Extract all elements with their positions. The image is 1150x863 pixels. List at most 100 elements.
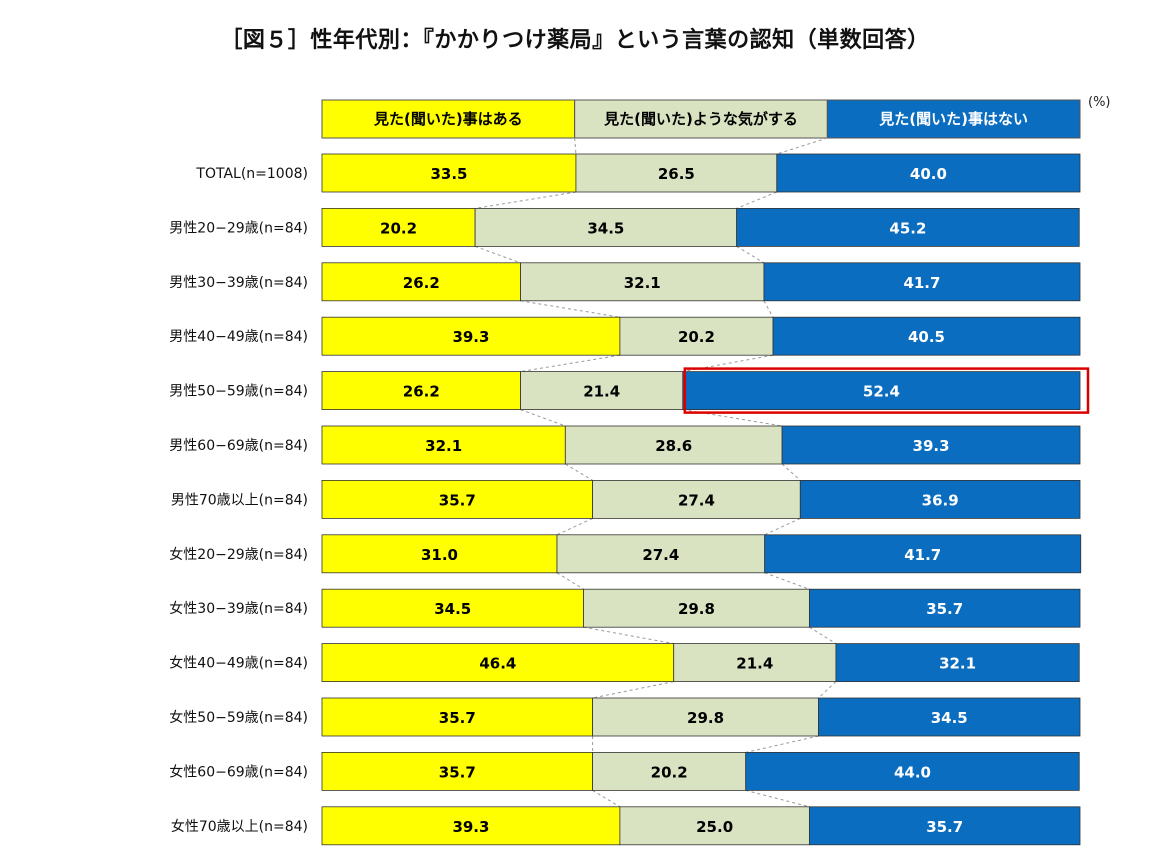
- connector-line: [763, 300, 774, 318]
- connector-line: [776, 137, 828, 155]
- data-label-s1: 39.3: [452, 818, 489, 836]
- data-label-s1: 26.2: [403, 383, 440, 401]
- data-label-s2: 25.0: [696, 818, 733, 836]
- data-label-s3: 45.2: [889, 219, 926, 237]
- connector-line: [556, 517, 593, 536]
- data-label-s1: 33.5: [430, 165, 467, 183]
- category-label: 男性50−59歳(n=84): [169, 384, 308, 400]
- bar-segment-s3: [736, 207, 1080, 247]
- connector-line: [565, 463, 593, 481]
- connector-line: [809, 626, 837, 645]
- connector-line: [475, 191, 577, 209]
- connector-line: [574, 137, 577, 155]
- category-label: 男性30−39歳(n=84): [169, 275, 308, 291]
- data-label-s2: 21.4: [583, 383, 620, 401]
- bar-segment-s1: [321, 534, 558, 574]
- connector-line: [736, 245, 765, 264]
- bar-segment-s2: [619, 316, 774, 356]
- category-label: 男性20−29歳(n=84): [169, 220, 308, 236]
- connector-line: [764, 572, 810, 590]
- data-label-s1: 20.2: [380, 219, 417, 237]
- data-label-s3: 40.0: [910, 165, 947, 183]
- category-label: TOTAL(n=1008): [195, 166, 308, 182]
- data-label-s2: 28.6: [655, 437, 692, 455]
- data-label-s1: 32.1: [425, 437, 462, 455]
- data-label-s1: 31.0: [421, 546, 458, 564]
- data-label-s3: 32.1: [939, 655, 976, 673]
- data-label-s2: 21.4: [736, 655, 773, 673]
- bar-segment-s2: [575, 153, 778, 193]
- bar-segment-s3: [682, 371, 1081, 411]
- bar-segment-s1: [321, 643, 675, 682]
- unit-label: (%): [1088, 95, 1111, 110]
- legend-box-3: [826, 99, 1081, 139]
- bar-segment-s2: [592, 752, 747, 791]
- bar-segment-s2: [556, 534, 766, 574]
- category-label: 男性40−49歳(n=84): [169, 329, 308, 345]
- data-label-s3: 39.3: [913, 437, 950, 455]
- connector-line: [745, 735, 819, 753]
- connector-line: [682, 409, 783, 427]
- connector-line: [745, 789, 810, 808]
- data-label-s1: 26.2: [403, 274, 440, 292]
- connector-line: [556, 572, 584, 590]
- bar-segment-s2: [583, 588, 810, 628]
- data-label-s1: 35.7: [439, 763, 476, 781]
- bar-segment-s1: [321, 153, 577, 193]
- legend-label-2: 見た(聞いた)ような気がする: [603, 110, 798, 128]
- category-label: 女性70歳以上(n=84): [171, 818, 308, 835]
- bar-segment-s2: [520, 371, 684, 411]
- data-label-s1: 46.4: [479, 655, 516, 673]
- bar-segment-s2: [592, 697, 819, 737]
- data-label-s3: 35.7: [926, 818, 963, 836]
- data-label-s1: 35.7: [439, 709, 476, 727]
- bar-segment-s3: [781, 425, 1081, 465]
- connector-line: [781, 463, 801, 481]
- data-label-s2: 20.2: [651, 763, 688, 781]
- connector-line: [592, 789, 621, 808]
- bar-segment-s2: [474, 207, 738, 247]
- connector-line: [520, 300, 620, 318]
- data-label-s2: 26.5: [658, 165, 695, 183]
- bar-segment-s2: [520, 262, 765, 302]
- data-label-s3: 36.9: [922, 491, 959, 509]
- chart-title: ［図５］性年代別：『かかりつけ薬局』という言葉の認知（単数回答）: [220, 28, 930, 53]
- connector-line: [764, 517, 801, 536]
- connector-line: [592, 681, 674, 699]
- bar-segment-s1: [321, 806, 621, 846]
- category-label: 男性70歳以上(n=84): [171, 492, 308, 508]
- category-label: 女性60−69歳(n=84): [169, 763, 308, 780]
- data-label-s3: 52.4: [863, 383, 900, 401]
- bar-segment-s3: [835, 643, 1080, 682]
- category-label: 女性50−59歳(n=84): [169, 709, 308, 726]
- category-label: 男性60−69歳(n=84): [169, 438, 308, 454]
- legend-box-1: [321, 99, 576, 139]
- data-label-s3: 44.0: [894, 763, 931, 781]
- data-label-s2: 29.8: [678, 600, 715, 618]
- bar-segment-s3: [776, 153, 1081, 193]
- connector-line: [474, 245, 521, 264]
- data-label-s3: 41.7: [903, 274, 940, 292]
- bar-segment-s3: [763, 262, 1081, 302]
- connector-line: [583, 626, 674, 645]
- data-label-s2: 34.5: [587, 219, 624, 237]
- data-label-s3: 34.5: [931, 709, 968, 727]
- connector-line: [736, 191, 777, 209]
- legend-label-1: 見た(聞いた)事はある: [373, 110, 523, 128]
- data-label-s3: 35.7: [926, 600, 963, 618]
- data-label-s2: 27.4: [642, 546, 679, 564]
- data-label-s2: 29.8: [687, 709, 724, 727]
- bar-segment-s1: [321, 207, 476, 247]
- data-label-s1: 39.3: [452, 328, 489, 346]
- data-label-s2: 27.4: [678, 491, 715, 509]
- bar-segment-s2: [619, 806, 810, 846]
- bar-segment-s3: [799, 479, 1081, 519]
- bar-segment-s3: [808, 806, 1081, 846]
- data-label-s3: 41.7: [904, 546, 941, 564]
- bar-segment-s3: [745, 752, 1080, 791]
- connector-line: [520, 409, 566, 427]
- data-label-s3: 40.5: [908, 328, 945, 346]
- bar-segment-s3: [808, 588, 1081, 628]
- bar-segment-s2: [673, 643, 837, 682]
- highlight-box: [683, 367, 1090, 414]
